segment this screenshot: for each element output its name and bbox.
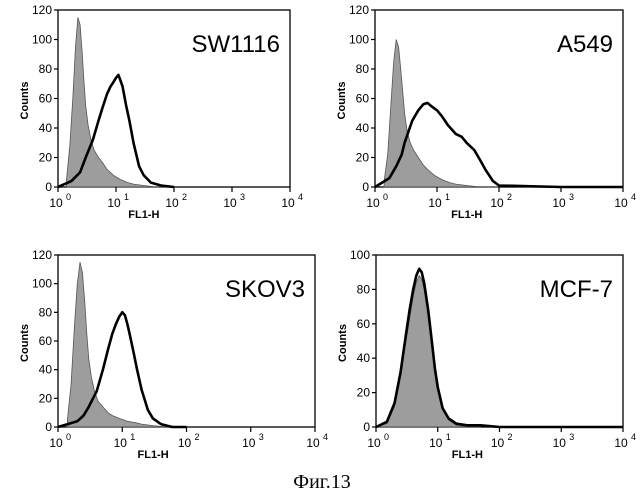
panel-a549: 020406080100120100101102103104FL1-HCount… <box>336 3 636 221</box>
y-tick-label: 80 <box>357 282 371 296</box>
x-tick-exponent: 1 <box>130 432 135 442</box>
x-axis-label: FL1-H <box>451 209 482 221</box>
x-tick-label: 10 <box>429 436 443 450</box>
x-tick-label: 10 <box>242 436 256 450</box>
x-axis-label: FL1-H <box>138 449 169 461</box>
x-axis-label: FL1-H <box>452 449 483 461</box>
x-tick-exponent: 3 <box>259 432 264 442</box>
y-tick-label: 40 <box>356 121 370 135</box>
y-tick-label: 100 <box>350 248 370 262</box>
cell-line-title: SW1116 <box>192 31 281 58</box>
x-tick-exponent: 4 <box>631 432 636 442</box>
y-tick-label: 40 <box>39 363 53 377</box>
x-tick-exponent: 0 <box>383 192 388 202</box>
x-tick-exponent: 2 <box>507 192 512 202</box>
y-axis-label: Counts <box>337 324 349 362</box>
y-tick-label: 120 <box>32 3 52 17</box>
panel-mcf-7: 020406080100100101102103104FL1-HCountsMC… <box>337 248 636 461</box>
y-tick-label: 40 <box>39 121 53 135</box>
y-tick-label: 120 <box>349 3 369 17</box>
x-tick-label: 10 <box>114 436 128 450</box>
x-tick-exponent: 1 <box>445 192 450 202</box>
x-tick-exponent: 2 <box>182 192 187 202</box>
y-tick-label: 20 <box>357 386 371 400</box>
x-tick-exponent: 4 <box>323 432 328 442</box>
x-tick-exponent: 0 <box>66 192 71 202</box>
y-axis-label: Counts <box>19 82 31 120</box>
x-tick-label: 10 <box>553 436 567 450</box>
y-tick-label: 0 <box>45 420 52 434</box>
x-tick-exponent: 0 <box>66 432 71 442</box>
x-tick-label: 10 <box>306 436 320 450</box>
y-axis-label: Counts <box>19 324 31 362</box>
x-tick-exponent: 1 <box>124 192 129 202</box>
y-tick-label: 120 <box>32 248 52 262</box>
x-tick-exponent: 3 <box>569 192 574 202</box>
y-tick-label: 100 <box>32 33 52 47</box>
cell-line-title: SKOV3 <box>225 276 305 303</box>
x-tick-exponent: 3 <box>240 192 245 202</box>
x-tick-label: 10 <box>428 196 442 210</box>
cell-line-title: A549 <box>557 31 613 58</box>
x-tick-exponent: 4 <box>298 192 303 202</box>
x-tick-exponent: 4 <box>631 192 636 202</box>
x-tick-label: 10 <box>491 436 505 450</box>
x-tick-label: 10 <box>223 196 237 210</box>
x-tick-label: 10 <box>165 196 179 210</box>
y-axis-label: Counts <box>336 82 348 120</box>
y-tick-label: 80 <box>39 305 53 319</box>
y-tick-label: 60 <box>39 334 53 348</box>
y-tick-label: 60 <box>356 92 370 106</box>
panel-skov3: 020406080100120100101102103104FL1-HCount… <box>19 248 328 461</box>
cell-line-title: MCF-7 <box>540 276 613 303</box>
x-tick-label: 10 <box>366 196 380 210</box>
x-tick-label: 10 <box>552 196 566 210</box>
y-tick-label: 20 <box>39 391 53 405</box>
y-tick-label: 100 <box>32 277 52 291</box>
x-tick-exponent: 2 <box>508 432 513 442</box>
y-tick-label: 0 <box>45 180 52 194</box>
x-tick-label: 10 <box>107 196 121 210</box>
x-tick-label: 10 <box>281 196 295 210</box>
y-tick-label: 60 <box>39 92 53 106</box>
x-tick-exponent: 0 <box>384 432 389 442</box>
x-tick-label: 10 <box>614 196 628 210</box>
x-axis-label: FL1-H <box>128 209 159 221</box>
y-tick-label: 20 <box>39 151 53 165</box>
x-tick-label: 10 <box>367 436 381 450</box>
panel-sw1116: 020406080100120100101102103104FL1-HCount… <box>19 3 303 221</box>
y-tick-label: 60 <box>357 317 371 331</box>
y-tick-label: 80 <box>356 62 370 76</box>
figure-caption: Фиг.13 <box>0 471 644 494</box>
x-tick-label: 10 <box>49 436 63 450</box>
x-tick-label: 10 <box>178 436 192 450</box>
y-tick-label: 80 <box>39 62 53 76</box>
x-tick-exponent: 1 <box>446 432 451 442</box>
y-tick-label: 0 <box>363 420 370 434</box>
x-tick-exponent: 2 <box>195 432 200 442</box>
y-tick-label: 40 <box>357 351 371 365</box>
x-tick-label: 10 <box>490 196 504 210</box>
y-tick-label: 100 <box>349 33 369 47</box>
x-tick-exponent: 3 <box>569 432 574 442</box>
x-tick-label: 10 <box>614 436 628 450</box>
x-tick-label: 10 <box>49 196 63 210</box>
y-tick-label: 0 <box>362 180 369 194</box>
y-tick-label: 20 <box>356 151 370 165</box>
